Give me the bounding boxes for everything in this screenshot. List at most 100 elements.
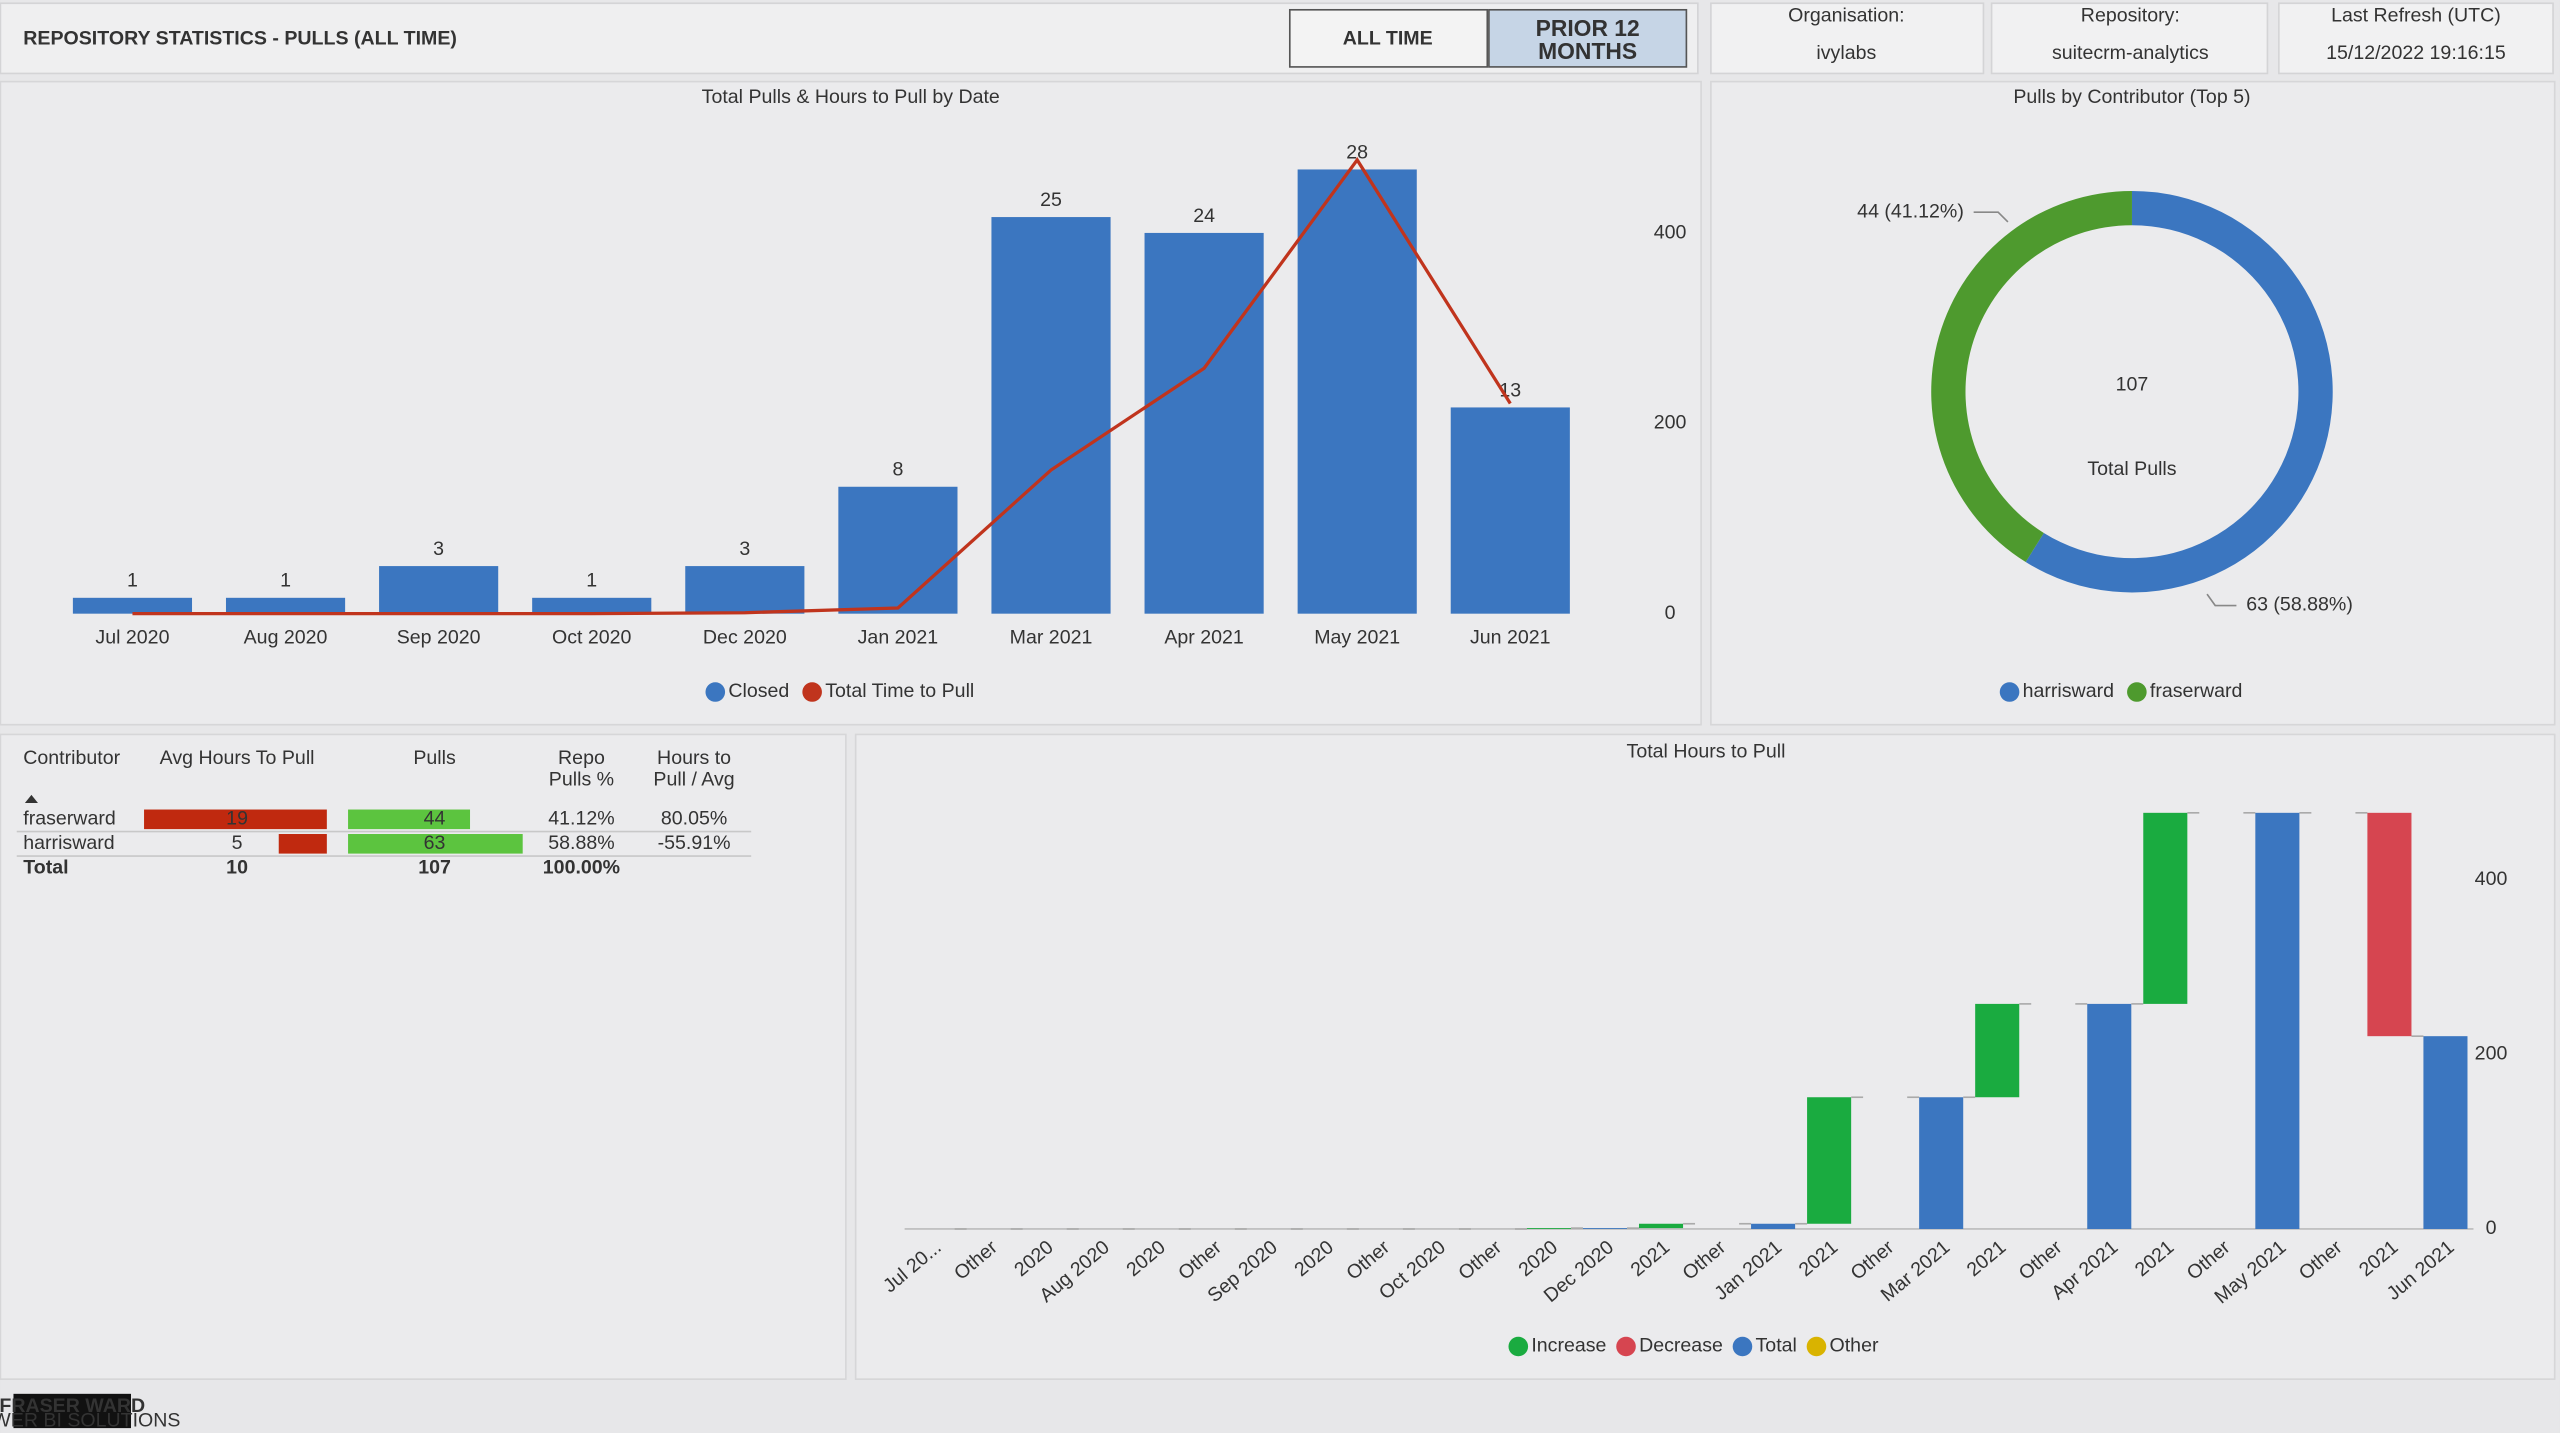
legend-label: fraserward [2150,680,2242,702]
all-time-button[interactable] [1288,8,1489,68]
chart-title: Total Pulls & Hours to Pull by Date [702,86,1000,108]
cell: 5 [232,832,243,854]
data-label: 25 [1040,189,1062,211]
cell: 44 [424,807,446,829]
total-cell: 10 [226,856,248,878]
data-label: 3 [739,538,750,560]
bar [379,566,499,614]
bar [72,597,193,614]
sort-indicator[interactable] [24,794,38,804]
column-header: Pulls % [549,768,614,790]
cell: 41.12% [548,807,614,829]
cell: -55.91% [658,832,731,854]
leader-line [1973,211,2009,223]
cell: fraserward [23,807,115,829]
cell: harrisward [23,832,114,854]
page-title: REPOSITORY STATISTICS - PULLS (ALL TIME) [23,27,457,49]
center-label: Total Pulls [2087,458,2176,480]
waterfall-bar [2255,812,2300,1229]
x-tick-label: Mar 2021 [1010,626,1093,648]
column-header: Hours to [657,747,731,769]
bar [838,486,958,614]
card-value: 15/12/2022 19:16:15 [2326,42,2506,64]
data-label: 1 [586,570,597,592]
card-label: Last Refresh (UTC) [2331,4,2501,26]
waterfall-bar [2087,1003,2132,1229]
legend-marker [705,682,726,702]
panel [0,80,1702,726]
data-label: 44 (41.12%) [1857,200,1964,222]
card [1990,2,2269,75]
legend-label: Total [1756,1335,1797,1357]
total-cell: 107 [418,856,451,878]
data-label: 63 (58.88%) [2246,594,2353,616]
y-tick-label: 200 [2475,1043,2508,1065]
column-header: Contributor [23,747,120,769]
card-label: Repository: [2081,4,2180,26]
x-tick-label: May 2021 [1314,626,1400,648]
y-tick-label: 400 [2475,868,2508,890]
center-value: 107 [2116,373,2149,395]
total-cell: 100.00% [543,856,620,878]
legend-marker [1508,1336,1529,1357]
legend-marker [1732,1336,1753,1357]
panel [1710,80,2556,726]
data-label: 28 [1346,141,1368,163]
y-tick-label: 0 [2486,1217,2497,1239]
button-label-box[interactable]: PRIOR 12 MONTHS [1489,10,1686,67]
bar [532,597,652,614]
legend-label: Total Time to Pull [825,680,974,702]
cell: 58.88% [548,832,614,854]
y2-tick-label: 400 [1654,221,1687,243]
waterfall-bar [2423,1036,2468,1229]
legend-label: Decrease [1639,1335,1723,1357]
card-value: suitecrm-analytics [2052,42,2209,64]
x-tick-label: Jan 2021 [858,626,939,648]
waterfall-bar [2367,812,2412,1037]
cell: 80.05% [661,807,727,829]
legend-marker [1999,682,2020,702]
card [1710,2,1985,75]
button-label[interactable]: PRIOR 12 MONTHS [1535,13,1640,63]
data-label: 24 [1193,205,1215,227]
legend-label: Increase [1531,1335,1606,1357]
bar [991,217,1111,614]
x-tick-label: Aug 2020 [244,626,328,648]
legend-marker [2127,682,2147,702]
waterfall-bar [1526,1228,1571,1229]
x-tick-label: Apr 2021 [1164,626,1243,648]
button-label[interactable]: ALL TIME [1343,27,1433,49]
legend-marker [802,682,822,702]
column-header: Avg Hours To Pull [160,747,315,769]
line [132,157,1512,616]
column-header: Pull / Avg [653,768,734,790]
waterfall-bar [1638,1223,1684,1229]
card [2278,2,2554,75]
bar [1144,232,1264,614]
waterfall-bar [1807,1097,1852,1224]
legend-label: Other [1830,1335,1879,1357]
data-bar [144,809,327,830]
x-tick-label: Dec 2020 [703,626,787,648]
bar [1450,407,1570,614]
chart-title: Pulls by Contributor (Top 5) [2013,86,2250,108]
prior-12-months-button[interactable] [1488,8,1688,68]
y2-tick-label: 200 [1654,412,1687,434]
data-bar [348,834,523,854]
waterfall-bar [1582,1228,1628,1229]
card-label: Organisation: [1788,4,1904,26]
waterfall-bar [2143,812,2188,1004]
bar [685,566,805,614]
logo: FRASER WARD [0,1395,145,1417]
chart-title: Total Hours to Pull [1627,741,1786,763]
donut-slice [2025,190,2333,593]
total-cell: Total [23,856,68,878]
column-header: Pulls [413,747,456,769]
bar [1297,169,1417,614]
leader-line [2206,593,2237,607]
donut-slice [1931,190,2132,563]
legend-label: Closed [728,680,789,702]
legend-marker [1806,1336,1827,1357]
